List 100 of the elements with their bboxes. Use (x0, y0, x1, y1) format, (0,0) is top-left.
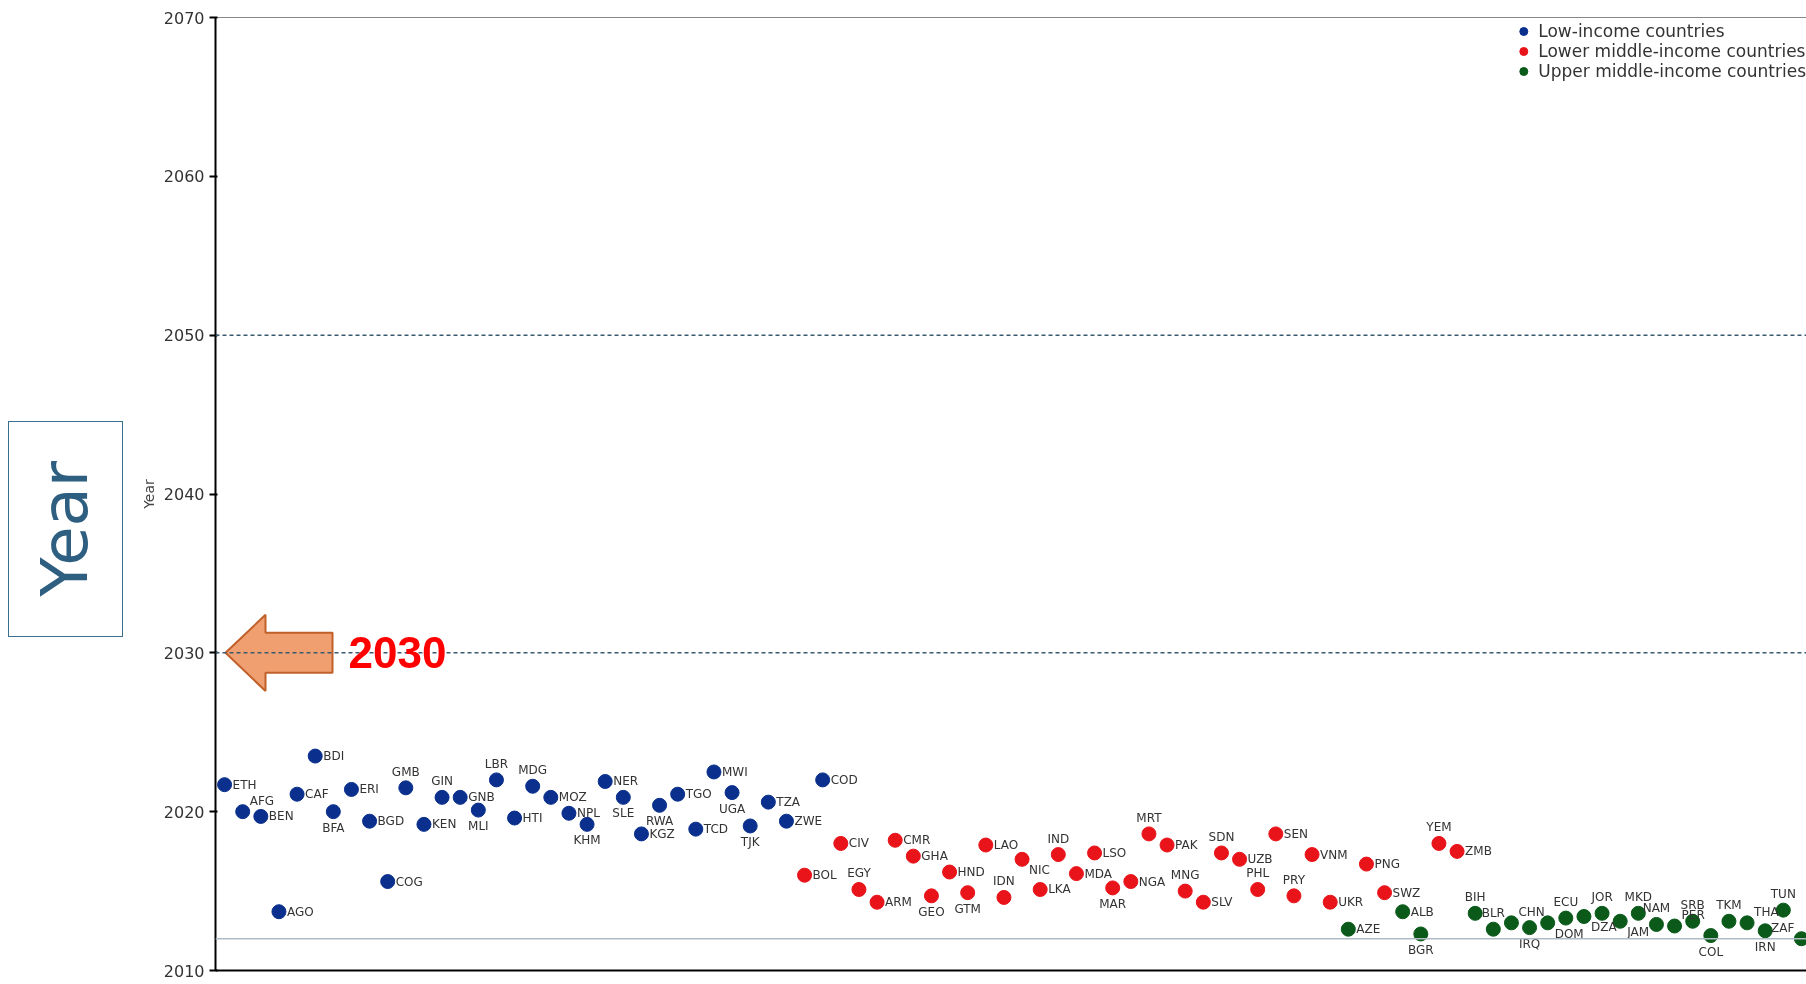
data-label: MNG (1170, 868, 1200, 883)
data-label: HTI (522, 811, 543, 826)
y-tick-label: 2030 (163, 643, 205, 663)
point (1032, 882, 1048, 897)
point (742, 818, 758, 834)
data-label: JAM (1626, 925, 1650, 940)
data-label: UZB (1247, 852, 1273, 867)
point (960, 885, 976, 901)
point (1667, 918, 1683, 934)
data-label: BLR (1481, 906, 1505, 921)
point (1431, 835, 1447, 851)
point (416, 816, 432, 832)
y-tick-label: 2060 (163, 167, 205, 187)
point (1141, 826, 1157, 842)
point (851, 882, 867, 897)
data-label: MOZ (558, 790, 587, 805)
point (362, 813, 378, 829)
data-label: CHN (1518, 904, 1545, 919)
data-label: SLV (1211, 895, 1234, 910)
point (1540, 915, 1556, 931)
data-label: ALB (1410, 904, 1434, 919)
point (235, 804, 251, 820)
point (307, 748, 323, 764)
point (1413, 926, 1429, 942)
data-label: NGA (1138, 874, 1167, 889)
data-label: VNM (1320, 847, 1348, 862)
data-label: TUN (1769, 887, 1796, 902)
point (325, 804, 341, 820)
text: Year (26, 461, 103, 597)
point (1630, 905, 1646, 921)
point (343, 781, 359, 797)
data-label: TZA (775, 795, 801, 810)
data-label: COD (830, 772, 858, 787)
point (525, 778, 541, 794)
data-label: LAO (993, 838, 1019, 853)
data-label: PHL (1246, 866, 1270, 881)
data-label: NAM (1642, 901, 1671, 916)
data-label: SWZ (1392, 885, 1421, 900)
data-label: BDI (323, 749, 345, 764)
point (923, 888, 939, 904)
point (1159, 837, 1175, 853)
point (1358, 856, 1374, 872)
data-label: ZMB (1465, 844, 1492, 859)
point (1177, 883, 1193, 899)
data-label: MRT (1136, 810, 1163, 825)
point (1105, 880, 1121, 896)
data-label: AZE (1356, 922, 1381, 937)
data-label: JOR (1590, 890, 1613, 905)
point (633, 826, 649, 842)
point (688, 821, 704, 837)
data-label: BOL (812, 868, 838, 883)
data-label: ZWE (794, 814, 823, 829)
data-label: CMR (903, 833, 931, 848)
data-label: KEN (431, 817, 457, 832)
data-label: BIH (1464, 890, 1486, 905)
point (1503, 915, 1519, 931)
data-label: PAK (1175, 838, 1199, 853)
data-label: BGR (1407, 942, 1434, 957)
point (1014, 851, 1030, 867)
data-label: MAR (1099, 896, 1127, 911)
data-label: TKM (1715, 898, 1742, 913)
point (1050, 847, 1066, 863)
point (1087, 845, 1103, 861)
data-label: BEN (268, 809, 294, 824)
data-label: MDG (518, 763, 548, 778)
data-label: IRN (1754, 939, 1776, 954)
point (1268, 826, 1284, 842)
point (1757, 923, 1773, 939)
point (1576, 909, 1592, 924)
point (579, 816, 595, 832)
data-label: IND (1047, 831, 1070, 846)
data-label: DZA (1590, 920, 1618, 935)
point (1558, 910, 1574, 926)
point (1594, 905, 1610, 921)
point (1721, 913, 1737, 929)
point (1340, 921, 1356, 937)
data-label: PRY (1282, 872, 1306, 887)
point (942, 864, 958, 880)
point (978, 837, 994, 853)
data-label: LKA (1048, 882, 1072, 897)
y-tick-label: 2020 (163, 802, 205, 822)
point (1467, 905, 1483, 921)
data-label: MLI (468, 819, 489, 834)
data-label: ARM (885, 895, 912, 910)
point (1250, 882, 1266, 897)
point (289, 786, 305, 802)
point (543, 789, 559, 805)
point (706, 764, 722, 780)
data-label: YEM (1425, 820, 1452, 835)
point (470, 802, 486, 818)
point (1322, 894, 1338, 910)
point (615, 789, 631, 805)
legend-label: Lower middle-income countries (1538, 41, 1806, 61)
data-label: UGA (718, 801, 746, 816)
point (217, 777, 233, 793)
y-tick-label: 2040 (163, 485, 205, 504)
data-label: IDN (993, 874, 1015, 889)
data-label: GTM (954, 901, 981, 916)
data-label: IRQ (1518, 936, 1541, 951)
data-label: KHM (573, 833, 601, 848)
